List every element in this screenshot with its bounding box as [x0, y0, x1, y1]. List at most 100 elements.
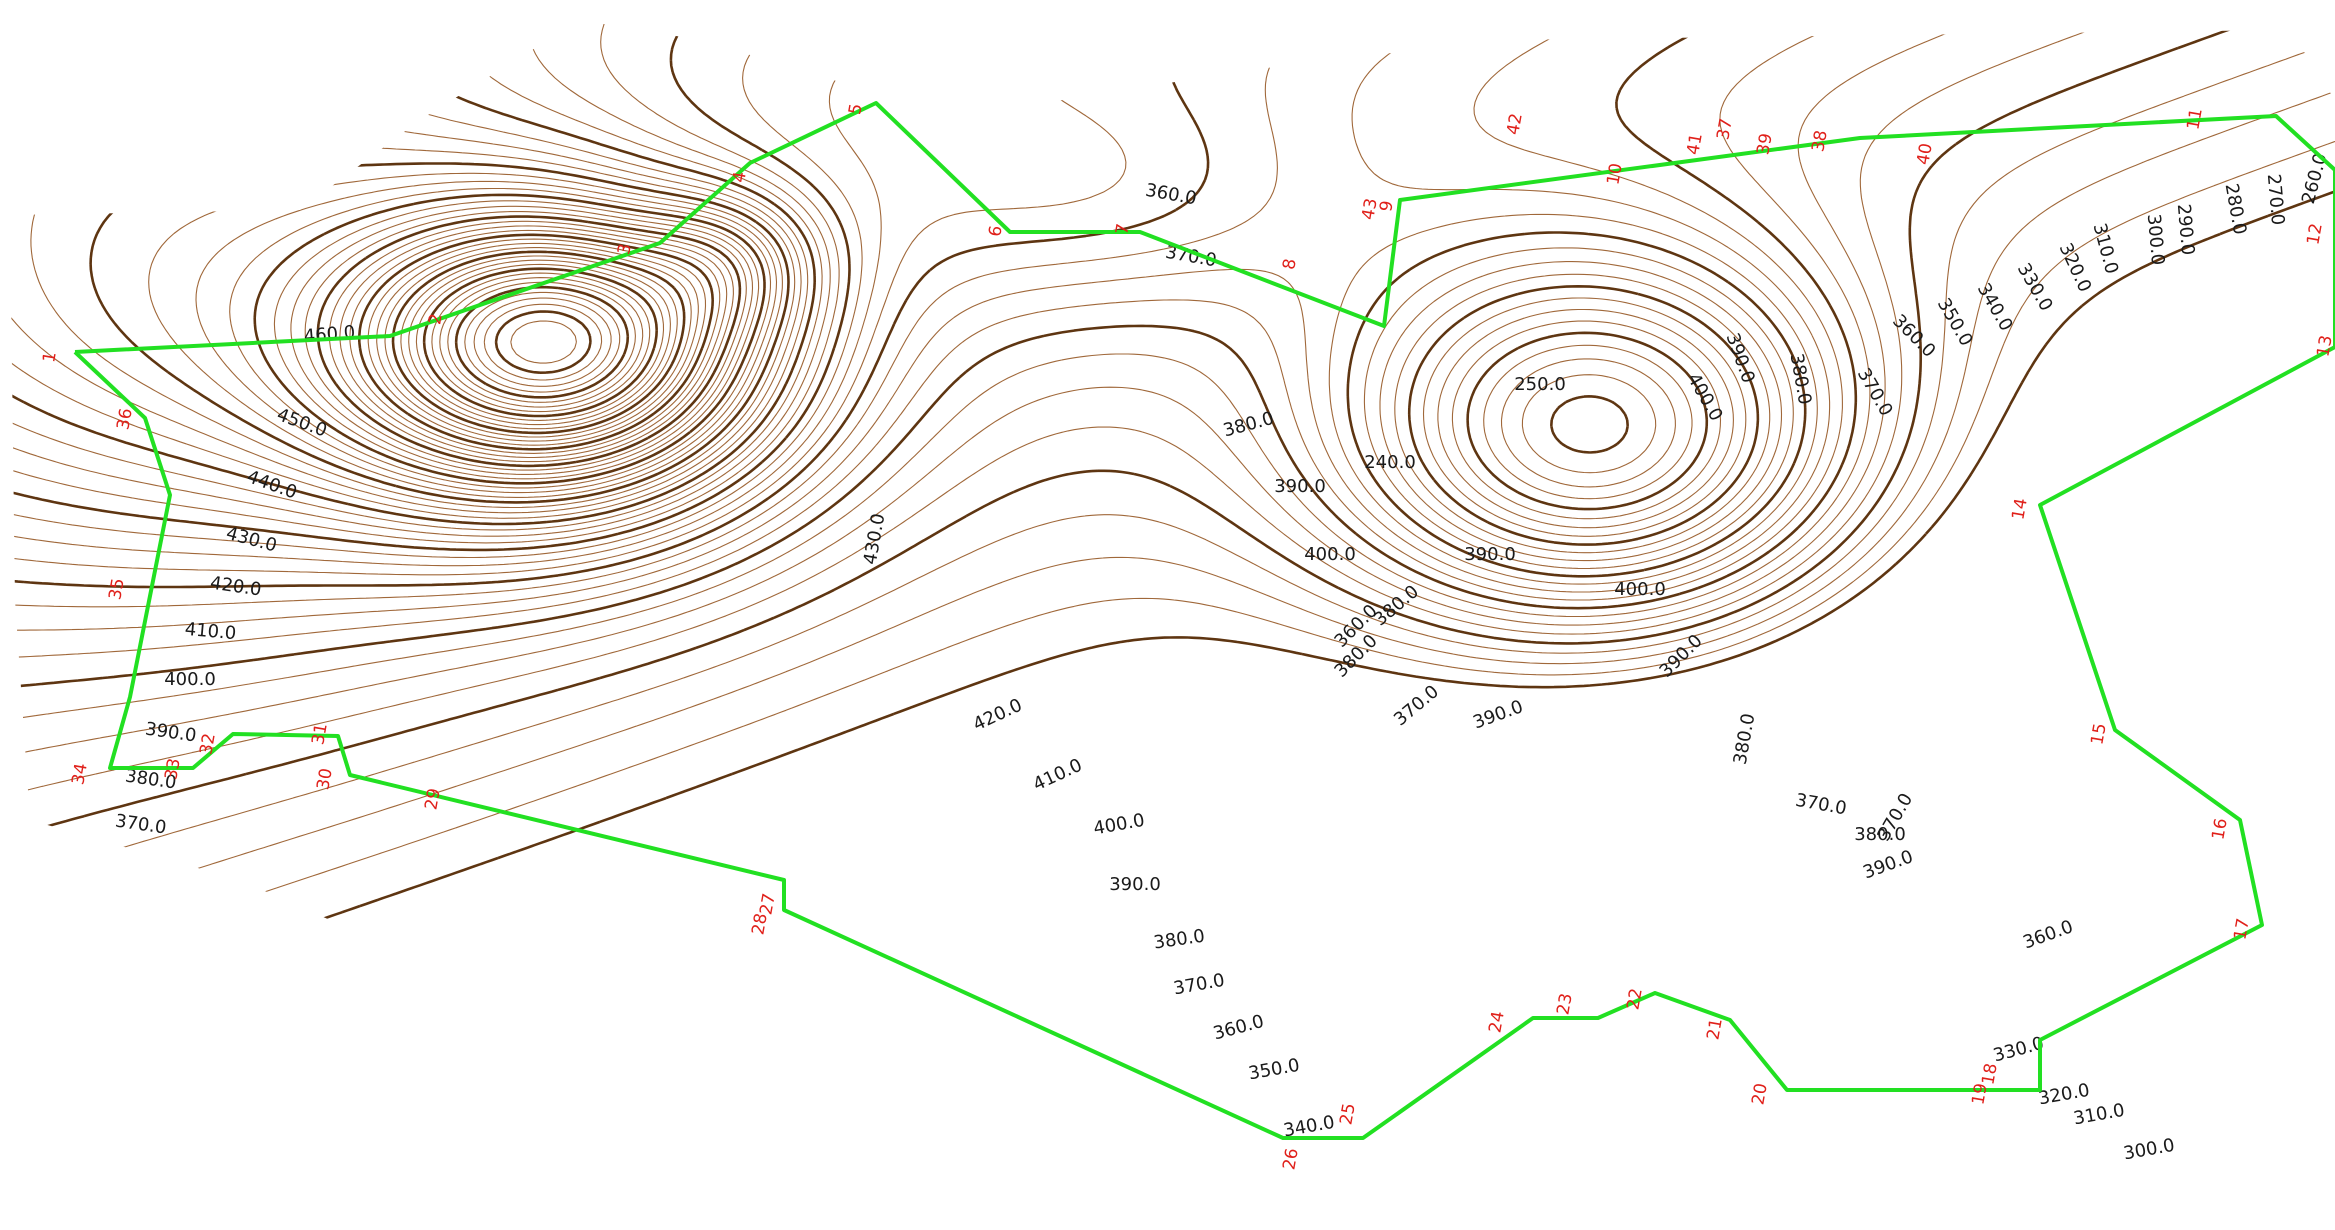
index-contour: [494, 310, 592, 374]
vertex-label: 24: [1485, 1010, 1508, 1035]
vertex-label: 27: [756, 892, 779, 917]
vertex-label: 11: [2183, 107, 2206, 132]
elevation-label: 380.0: [1786, 352, 1816, 406]
elevation-label: 430.0: [860, 512, 890, 566]
vertex-label: 25: [1336, 1102, 1359, 1127]
elevation-label: 460.0: [303, 322, 356, 347]
elevation-label: 410.0: [1030, 755, 1086, 796]
intermediate-contour: [10, 89, 2335, 935]
elevation-label: 390.0: [1470, 696, 1526, 733]
elevation-label: 360.0: [1144, 180, 1198, 210]
intermediate-contour: [367, 238, 707, 446]
index-contour: [391, 250, 686, 435]
intermediate-contour: [304, 211, 747, 471]
elevation-label: 370.0: [114, 811, 168, 839]
index-contour: [358, 233, 714, 451]
elevation-label: 370.0: [1794, 790, 1848, 820]
vertex-label: 38: [1808, 129, 1831, 154]
elevation-label: 380.0: [1730, 712, 1760, 766]
elevation-label: 350.0: [1933, 295, 1977, 350]
elevation-label: 450.0: [274, 404, 330, 441]
elevation-label: 330.0: [1991, 1033, 2046, 1067]
elevation-label: 380.0: [1221, 408, 1276, 442]
intermediate-contour: [10, 20, 1899, 722]
intermediate-contour: [10, 20, 1747, 544]
survey-boundary-polygon: [73, 101, 2335, 1140]
intermediate-contour: [328, 220, 734, 463]
elevation-label: 420.0: [970, 695, 1026, 736]
vertex-label: 31: [308, 722, 331, 747]
intermediate-contour: [10, 20, 1783, 567]
intermediate-contour: [10, 20, 1693, 519]
vertex-label: 36: [113, 407, 136, 432]
intermediate-contour: [10, 139, 2335, 984]
vertex-label: 39: [1753, 132, 1776, 157]
vertex-label: 42: [1503, 112, 1526, 137]
vertex-label: 37: [1713, 117, 1736, 142]
intermediate-contour: [447, 281, 636, 403]
intermediate-contour: [400, 255, 678, 430]
index-contour: [253, 193, 766, 485]
intermediate-contour: [464, 291, 621, 393]
vertex-label: 14: [2008, 497, 2031, 522]
vertex-label: 16: [2208, 817, 2231, 842]
elevation-label: 440.0: [244, 466, 300, 503]
intermediate-contour: [10, 20, 1843, 659]
elevation-labels: 460.0450.0440.0430.0420.0410.0400.0390.0…: [114, 151, 2332, 1164]
vertex-label: 35: [105, 577, 128, 602]
vertex-label: 6: [985, 224, 1007, 238]
intermediate-contour: [10, 20, 1734, 537]
intermediate-contour: [10, 20, 2173, 798]
elevation-label: 310.0: [2072, 1100, 2126, 1130]
vertex-label: 33: [161, 757, 184, 782]
index-contour: [10, 188, 2335, 1034]
intermediate-contour: [439, 277, 644, 408]
elevation-label: 280.0: [2221, 182, 2251, 236]
vertex-label: 5: [845, 102, 867, 116]
contour-lines: [10, 20, 2335, 1034]
vertex-label: 13: [2313, 334, 2335, 359]
elevation-label: 420.0: [209, 573, 263, 601]
vertex-label: 1: [39, 350, 61, 364]
elevation-label: 320.0: [2055, 240, 2096, 296]
vertex-label: 43: [1358, 197, 1381, 222]
vertex-label: 41: [1683, 132, 1706, 157]
elevation-label: 400.0: [1304, 544, 1356, 565]
elevation-label: 350.0: [1247, 1055, 1301, 1085]
elevation-label: 400.0: [164, 669, 216, 690]
intermediate-contour: [384, 247, 692, 438]
index-contour: [10, 20, 1807, 589]
elevation-label: 400.0: [1614, 579, 1666, 600]
elevation-label: 250.0: [1514, 374, 1566, 395]
intermediate-contour: [408, 259, 671, 426]
intermediate-contour: [10, 20, 1771, 559]
vertex-label: 17: [2230, 917, 2253, 942]
vertex-label: 34: [68, 762, 91, 787]
intermediate-contour: [290, 205, 754, 475]
index-contour: [10, 20, 2312, 842]
elevation-label: 330.0: [2013, 260, 2057, 315]
vertex-label: 10: [1603, 162, 1626, 187]
intermediate-contour: [10, 20, 2035, 758]
vertex-label: 18: [1978, 1062, 2001, 1087]
intermediate-contour: [510, 320, 577, 364]
vertex-label: 7: [1112, 222, 1134, 236]
elevation-label: 360.0: [2020, 916, 2076, 953]
intermediate-contour: [10, 20, 1831, 631]
vertex-label: 29: [421, 787, 444, 812]
vertex-label: 22: [1623, 987, 1646, 1012]
elevation-label: 320.0: [2037, 1080, 2091, 1110]
elevation-label: 380.0: [1152, 926, 1206, 954]
elevation-label: 360.0: [1211, 1011, 1266, 1045]
elevation-label: 370.0: [1390, 681, 1443, 730]
vertex-label: 26: [1279, 1147, 1302, 1172]
elevation-label: 430.0: [224, 523, 279, 557]
vertex-label: 32: [196, 732, 219, 757]
elevation-label: 300.0: [2122, 1135, 2176, 1165]
elevation-label: 240.0: [1364, 452, 1416, 473]
index-contour: [422, 267, 658, 418]
index-contour: [10, 20, 1709, 526]
vertex-label: 2: [425, 312, 447, 326]
